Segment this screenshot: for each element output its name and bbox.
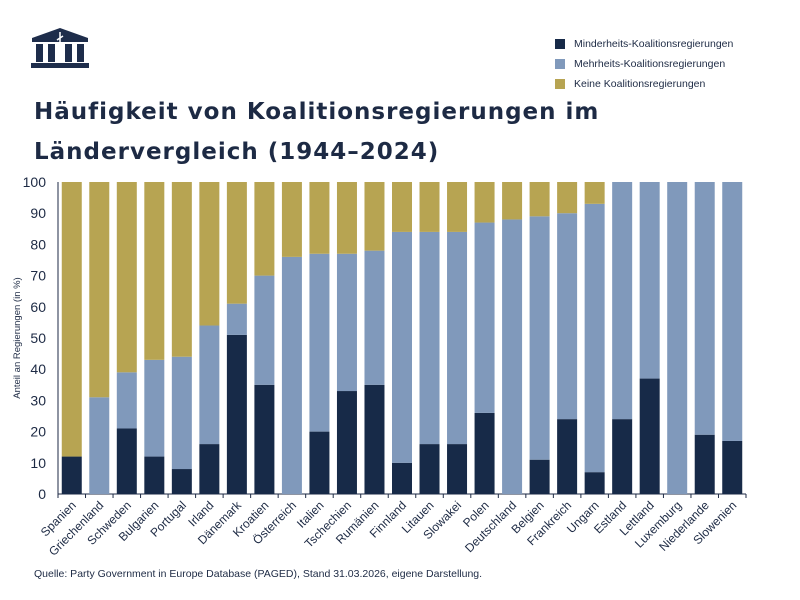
bar-majority-italien	[309, 253, 330, 432]
legend-swatch-minority	[555, 39, 565, 49]
bar-minority-kroatien	[254, 384, 275, 494]
y-tick-label: 40	[30, 361, 46, 377]
bar-none-belgien	[529, 182, 550, 217]
bar-majority-ungarn	[584, 203, 605, 473]
bar-majority-estland	[612, 182, 633, 420]
bar-minority-irland	[199, 444, 220, 494]
legend-swatch-none	[555, 79, 565, 89]
bar-none-schweden	[116, 182, 137, 373]
bar-none-danemark	[226, 182, 247, 304]
bar-majority-slowakei	[447, 231, 468, 445]
bar-majority-rumanien	[364, 250, 385, 385]
bar-minority-polen	[474, 412, 495, 494]
bar-none-italien	[309, 182, 330, 254]
y-tick-label: 60	[30, 299, 46, 315]
bar-none-irland	[199, 182, 220, 326]
bar-none-slowakei	[447, 182, 468, 232]
y-tick-label: 70	[30, 268, 46, 284]
bar-none-griechenland	[89, 182, 110, 398]
bar-minority-lettland	[639, 378, 660, 494]
bar-majority-bulgarien	[144, 359, 165, 457]
bar-none-polen	[474, 182, 495, 223]
bar-majority-litauen	[419, 231, 440, 445]
bar-none-ungarn	[584, 182, 605, 204]
bar-none-finnland	[392, 182, 412, 232]
bar-none-spanien	[61, 182, 82, 457]
bar-majority-deutschland	[502, 219, 523, 494]
bar-majority-luxemburg	[667, 182, 688, 494]
bar-none-osterreich	[281, 182, 302, 257]
legend-label-minority: Minderheits-Koalitionsregierungen	[574, 38, 734, 50]
y-tick-label: 30	[30, 392, 46, 408]
y-tick-label: 10	[30, 455, 46, 471]
bar-minority-frankreich	[557, 419, 578, 494]
legend: Minderheits-Koalitionsregierungen Mehrhe…	[555, 34, 733, 94]
bar-majority-griechenland	[89, 397, 110, 494]
bar-majority-portugal	[171, 356, 192, 470]
bar-none-tschechien	[336, 182, 357, 254]
y-axis-title: Anteil an Regierungen (in %)	[12, 277, 23, 398]
bar-minority-estland	[612, 419, 633, 494]
bar-majority-danemark	[226, 303, 247, 335]
bar-majority-kroatien	[254, 275, 275, 385]
bar-majority-slowenien	[722, 182, 743, 441]
bar-none-kroatien	[254, 182, 275, 276]
y-tick-label: 80	[30, 236, 46, 252]
bar-majority-frankreich	[557, 213, 578, 420]
bar-none-litauen	[419, 182, 440, 232]
legend-item-majority: Mehrheits-Koalitionsregierungen	[555, 54, 733, 74]
bar-none-frankreich	[557, 182, 578, 214]
building-columns-icon	[31, 28, 89, 68]
bar-majority-irland	[199, 325, 220, 445]
bar-majority-tschechien	[336, 253, 357, 392]
bar-majority-osterreich	[281, 256, 302, 494]
y-tick-label: 90	[30, 205, 46, 221]
bar-minority-tschechien	[336, 391, 357, 494]
bar-minority-spanien	[61, 456, 82, 494]
bar-majority-schweden	[116, 372, 137, 429]
bar-none-portugal	[171, 182, 192, 357]
bar-minority-slowenien	[722, 440, 743, 494]
legend-label-none: Keine Koalitionsregierungen	[574, 78, 706, 90]
bar-majority-polen	[474, 222, 495, 413]
bar-majority-niederlande	[694, 182, 715, 435]
bar-minority-danemark	[226, 334, 247, 494]
bar-minority-bulgarien	[144, 456, 165, 494]
legend-item-none: Keine Koalitionsregierungen	[555, 74, 733, 94]
bar-majority-belgien	[529, 216, 550, 460]
legend-label-majority: Mehrheits-Koalitionsregierungen	[574, 58, 726, 70]
chart-title: Häufigkeit von Koalitionsregierungen im …	[34, 99, 600, 165]
bar-majority-finnland	[392, 231, 412, 463]
bar-minority-litauen	[419, 444, 440, 494]
bar-none-rumanien	[364, 182, 385, 251]
bar-majority-lettland	[639, 182, 660, 379]
bar-minority-schweden	[116, 428, 137, 494]
y-tick-label: 20	[30, 424, 46, 440]
bar-minority-rumanien	[364, 384, 385, 494]
y-tick-label: 50	[30, 330, 46, 346]
bar-minority-italien	[309, 431, 330, 494]
bar-minority-slowakei	[447, 444, 468, 494]
bar-minority-portugal	[171, 469, 192, 494]
bar-minority-finnland	[392, 462, 412, 494]
bar-minority-niederlande	[694, 434, 715, 494]
legend-item-minority: Minderheits-Koalitionsregierungen	[555, 34, 733, 54]
bar-minority-ungarn	[584, 472, 605, 494]
source-note: Quelle: Party Government in Europe Datab…	[34, 568, 483, 580]
bar-none-bulgarien	[144, 182, 165, 360]
legend-swatch-majority	[555, 59, 565, 69]
y-tick-label: 100	[23, 174, 47, 190]
bar-minority-belgien	[529, 459, 550, 494]
y-tick-label: 0	[38, 486, 46, 502]
bar-none-deutschland	[502, 182, 523, 220]
